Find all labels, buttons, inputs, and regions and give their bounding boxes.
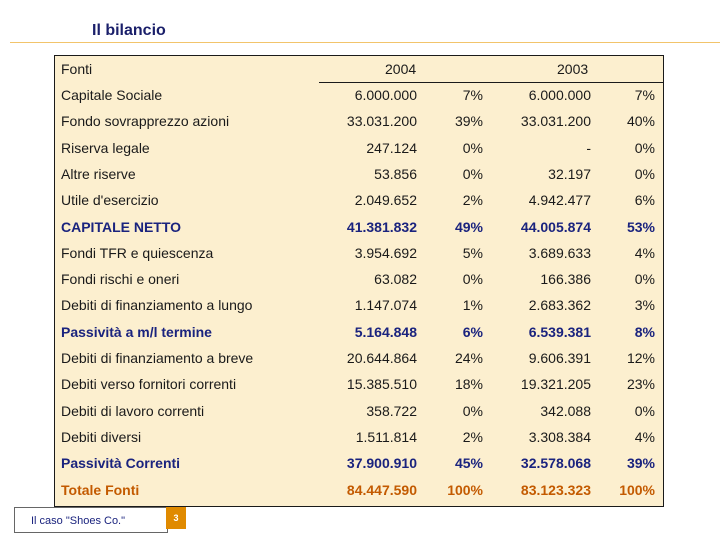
cell-p2003: 100% [619, 481, 655, 498]
cell-v2004: 84.447.590 [346, 481, 417, 498]
cell-p2003: 0% [634, 165, 655, 182]
cell-v2004: 15.385.510 [346, 376, 417, 393]
cell-p2003: 12% [626, 350, 655, 366]
cell-v2004: 1.511.814 [355, 428, 417, 445]
cell-v2003: 2.683.362 [528, 297, 591, 314]
cell-p2003: 53% [626, 218, 655, 235]
cell-p2004: 49% [454, 218, 483, 235]
cell-v2003: 83.123.323 [520, 481, 591, 498]
cell-label: Fondi rischi e oneri [61, 271, 180, 288]
cell-p2004: 6% [462, 323, 483, 340]
cell-v2003: 342.088 [540, 402, 591, 419]
cell-p2004: 2% [462, 428, 483, 445]
cell-label: Passività Correnti [61, 455, 181, 472]
cell-v2003: 32.197 [548, 165, 591, 182]
cell-p2004: 18% [454, 376, 483, 393]
cell-label: Debiti di finanziamento a breve [61, 350, 254, 366]
cell-v2003: 33.031.200 [520, 113, 591, 130]
cell-v2003: 3.308.384 [528, 428, 591, 445]
cell-p2003: 0% [634, 139, 655, 156]
cell-label: Fondo sovrapprezzo azioni [61, 113, 230, 130]
header-2003: 2003 [557, 61, 589, 77]
cell-v2003: 6.539.381 [528, 323, 591, 340]
cell-v2004: 5.164.848 [354, 323, 417, 340]
cell-v2004: 2.049.652 [354, 192, 417, 209]
cell-label: Debiti verso fornitori correnti [61, 376, 237, 393]
cell-label: Debiti diversi [61, 428, 142, 445]
cell-v2004: 358.722 [366, 402, 417, 419]
cell-v2003: 6.000.000 [528, 87, 591, 103]
cell-p2004: 0% [462, 402, 483, 419]
cell-p2003: 8% [634, 323, 655, 340]
cell-label: Riserva legale [61, 139, 150, 156]
page-number: 3 [166, 507, 186, 529]
cell-p2003: 0% [634, 271, 655, 288]
cell-label: Utile d'esercizio [61, 192, 159, 209]
cell-label: Fondi TFR e quiescenza [61, 244, 214, 261]
cell-v2004: 33.031.200 [346, 113, 417, 130]
cell-v2003: 32.578.068 [520, 455, 591, 472]
cell-v2004: 37.900.910 [346, 455, 417, 472]
cell-p2003: 3% [634, 297, 655, 314]
cell-v2004: 6.000.000 [354, 87, 417, 103]
cell-label: CAPITALE NETTO [61, 218, 182, 235]
cell-v2004: 63.082 [374, 271, 417, 288]
cell-p2004: 45% [454, 455, 483, 472]
balance-sheet-table: Fonti 2004 2003 Capitale Sociale 6.000.00… [54, 55, 664, 507]
cell-v2004: 41.381.832 [346, 218, 417, 235]
cell-p2003: 6% [634, 192, 655, 209]
cell-v2003: 3.689.633 [528, 244, 591, 261]
cell-v2003: 4.942.477 [528, 192, 591, 209]
cell-p2003: 40% [626, 113, 655, 130]
cell-p2004: 100% [447, 481, 483, 498]
cell-label: Capitale Sociale [61, 87, 163, 103]
cell-v2004: 20.644.864 [346, 350, 417, 366]
cell-p2003: 7% [634, 87, 655, 103]
cell-p2004: 24% [454, 350, 483, 366]
cell-v2004: 247.124 [366, 139, 417, 156]
cell-p2003: 4% [634, 244, 655, 261]
cell-p2004: 0% [462, 165, 483, 182]
footer-label: Il caso "Shoes Co." [31, 515, 126, 527]
cell-p2004: 39% [454, 113, 483, 130]
cell-label: Totale Fonti [61, 481, 140, 498]
cell-p2003: 0% [634, 402, 655, 419]
cell-p2004: 7% [462, 87, 483, 103]
slide-title: Il bilancio [92, 22, 166, 39]
cell-v2004: 53.856 [374, 165, 417, 182]
cell-p2003: 4% [634, 428, 655, 445]
header-2004: 2004 [385, 61, 417, 77]
header-underline-2004 [319, 82, 493, 83]
cell-v2003: 19.321.205 [520, 376, 591, 393]
title-divider [10, 42, 720, 43]
cell-label: Debiti di finanziamento a lungo [61, 297, 253, 314]
cell-p2004: 0% [462, 139, 483, 156]
cell-v2003: 44.005.874 [520, 218, 591, 235]
cell-v2004: 3.954.692 [354, 244, 417, 261]
cell-p2004: 0% [462, 271, 483, 288]
cell-v2003: 9.606.391 [528, 350, 591, 366]
cell-p2004: 1% [462, 297, 483, 314]
header-fonti: Fonti [61, 61, 93, 77]
cell-v2003: - [586, 139, 591, 156]
cell-p2003: 39% [626, 455, 655, 472]
header-underline-2003 [493, 82, 663, 83]
cell-label: Debiti di lavoro correnti [61, 402, 205, 419]
cell-label: Altre riserve [61, 165, 136, 182]
cell-v2004: 1.147.074 [354, 297, 417, 314]
cell-label: Passività a m/l termine [61, 323, 212, 340]
cell-p2004: 5% [462, 244, 483, 261]
cell-p2004: 2% [462, 192, 483, 209]
cell-v2003: 166.386 [540, 271, 591, 288]
cell-p2003: 23% [626, 376, 655, 393]
footer-label-box: Il caso "Shoes Co." [14, 507, 168, 533]
